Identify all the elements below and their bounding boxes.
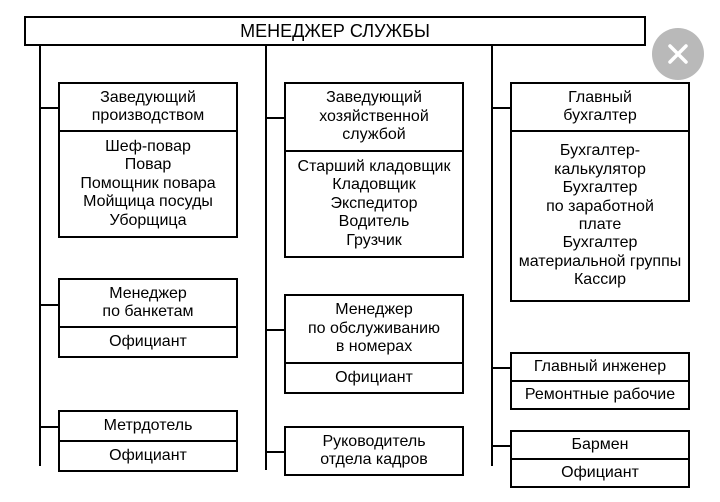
right-g2-head: Главный инженер — [510, 352, 690, 382]
right-g1-head: Главный бухгалтер — [510, 82, 690, 132]
mid-g1-head: Заведующий хозяйственной службой — [284, 82, 464, 152]
mid-g1-body: Старший кладовщик Кладовщик Экспедитор В… — [284, 150, 464, 258]
right-g3-head: Бармен — [510, 430, 690, 460]
mid-g2-head: Менеджер по обслуживанию в номерах — [284, 294, 464, 364]
close-icon — [665, 41, 691, 67]
right-g1-body: Бухгалтер- калькулятор Бухгалтер по зара… — [510, 130, 690, 302]
right-g2-body: Ремонтные рабочие — [510, 380, 690, 410]
left-g2-body: Официант — [58, 326, 238, 358]
left-g3-head: Метрдотель — [58, 410, 238, 442]
close-button[interactable] — [652, 28, 704, 80]
right-g3-body: Официант — [510, 458, 690, 488]
mid-g2-body: Официант — [284, 362, 464, 394]
mid-g3-head: Руководитель отдела кадров — [284, 426, 464, 476]
org-title-text: МЕНЕДЖЕР СЛУЖБЫ — [240, 21, 430, 42]
org-title: МЕНЕДЖЕР СЛУЖБЫ — [24, 16, 646, 46]
left-g3-body: Официант — [58, 440, 238, 472]
left-g2-head: Менеджер по банкетам — [58, 278, 238, 328]
left-g1-body: Шеф-повар Повар Помощник повара Мойщица … — [58, 130, 238, 238]
left-g1-head: Заведующий производством — [58, 82, 238, 132]
